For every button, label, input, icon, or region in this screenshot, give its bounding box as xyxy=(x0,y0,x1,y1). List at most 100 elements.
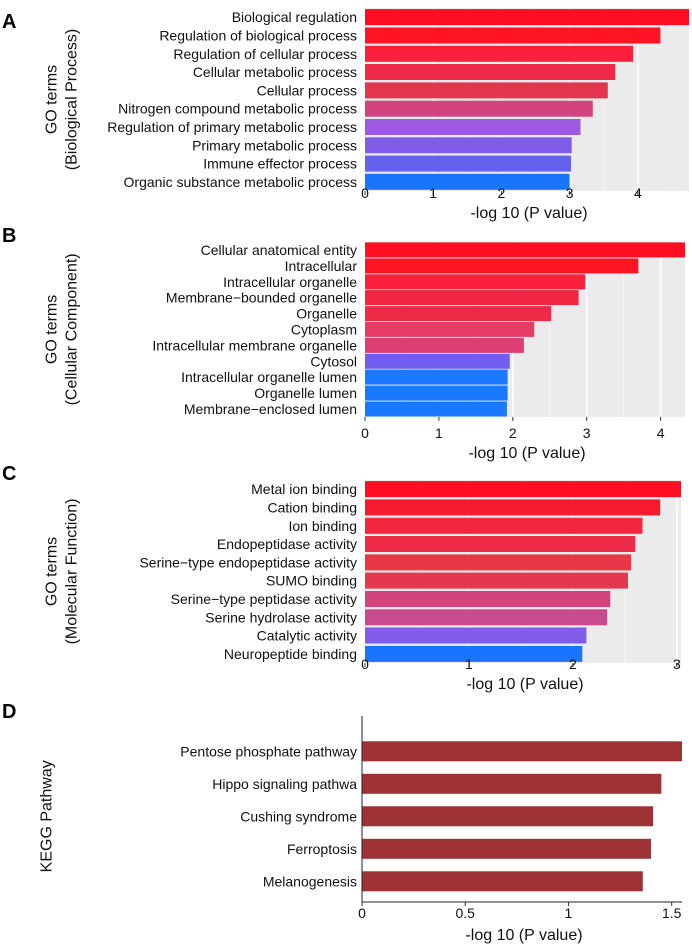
bar xyxy=(362,773,662,794)
panel-label-c: C xyxy=(2,463,16,485)
x-tick-label: 2 xyxy=(498,185,506,201)
bar xyxy=(365,645,583,662)
bar xyxy=(365,45,634,62)
x-tick-label: 2 xyxy=(569,656,577,672)
y-axis-title-line: (Biological Process) xyxy=(63,29,80,170)
bar xyxy=(365,369,508,385)
category-label: Membrane−enclosed lumen xyxy=(184,401,357,417)
bar xyxy=(365,536,636,552)
bar xyxy=(365,337,524,353)
category-label: Intracellular organelle lumen xyxy=(181,369,357,385)
chart-panel-b: Cellular anatomical entity Intracellular … xyxy=(43,242,685,462)
category-label: Membrane−bounded organelle xyxy=(166,290,357,306)
category-label: Nitrogen compound metabolic process xyxy=(118,101,357,117)
x-tick-label: 0 xyxy=(358,905,366,921)
category-label: Melanogenesis xyxy=(263,873,357,889)
x-axis-title: -log 10 (P value) xyxy=(470,205,587,222)
category-label: Neuropeptide binding xyxy=(224,646,357,662)
category-label: Ion binding xyxy=(288,518,357,534)
bar xyxy=(362,838,651,859)
category-label: Immune effector process xyxy=(203,156,357,172)
bar xyxy=(365,306,552,322)
category-label: Cellular process xyxy=(257,82,357,98)
bar xyxy=(365,242,685,258)
x-tick-label: 1.5 xyxy=(662,905,682,921)
category-label: Intracellular membrane organelle xyxy=(152,337,357,353)
bar xyxy=(365,572,628,589)
bar xyxy=(365,481,681,498)
bar xyxy=(365,119,581,135)
panel-label-a: A xyxy=(2,11,16,33)
x-tick-label: 1 xyxy=(565,905,573,921)
x-tick-label: 4 xyxy=(634,185,642,201)
panel-label-b: B xyxy=(2,225,16,247)
bar xyxy=(365,100,593,117)
bar xyxy=(365,290,579,306)
y-axis-title: KEGG Pathway xyxy=(39,760,56,872)
x-tick-label: 1 xyxy=(435,425,443,441)
bar xyxy=(365,27,661,44)
chart-panel-c: Metal ion binding Cation binding Ion bind… xyxy=(43,480,681,693)
category-label: Cytoplasm xyxy=(291,321,357,337)
chart-panel-d: Pentose phosphate pathway Hippo signaling… xyxy=(39,716,682,944)
x-tick-label: 2 xyxy=(509,425,517,441)
bar xyxy=(365,554,632,571)
bar xyxy=(365,258,639,274)
bar xyxy=(365,64,616,80)
y-axis-title-line: (Cellular Component) xyxy=(63,253,80,405)
category-label: Cytosol xyxy=(310,353,357,369)
bar xyxy=(365,627,587,644)
y-axis-title-line: GO terms xyxy=(43,537,60,606)
y-axis-title: GO terms (Cellular Component) xyxy=(43,253,80,405)
category-label: Cellular anatomical entity xyxy=(201,242,357,258)
bar xyxy=(365,82,608,99)
category-label: Catalytic activity xyxy=(257,628,357,644)
bar xyxy=(362,741,682,762)
category-label: Biological regulation xyxy=(232,9,357,25)
y-axis-title: GO terms (Molecular Function) xyxy=(43,499,80,645)
bar xyxy=(365,9,689,26)
bar xyxy=(362,871,643,892)
bar xyxy=(365,137,572,154)
x-tick-label: 1 xyxy=(465,656,473,672)
y-axis-title-line: (Molecular Function) xyxy=(63,499,80,645)
category-label: Cation binding xyxy=(267,500,357,516)
category-label: Regulation of biological process xyxy=(159,28,357,44)
panel-label-d: D xyxy=(2,701,16,723)
x-tick-label: 4 xyxy=(657,425,665,441)
bar xyxy=(365,321,535,337)
bar xyxy=(365,609,608,626)
category-label: Ferroptosis xyxy=(287,841,357,857)
category-label: Endopeptidase activity xyxy=(217,536,357,552)
category-label: Organic substance metabolic process xyxy=(124,174,357,190)
y-axis-title: GO terms (Biological Process) xyxy=(43,29,80,170)
x-axis-title: -log 10 (P value) xyxy=(465,927,582,944)
category-label: Organelle xyxy=(296,306,357,322)
y-axis-title-line: GO terms xyxy=(43,65,60,134)
x-tick-label: 0 xyxy=(361,185,369,201)
category-label: Metal ion binding xyxy=(251,481,357,497)
bar xyxy=(365,401,507,417)
category-label: SUMO binding xyxy=(266,573,357,589)
category-label: Serine−type endopeptidase activity xyxy=(139,554,357,570)
x-axis-title: -log 10 (P value) xyxy=(466,676,583,693)
bar xyxy=(365,353,510,369)
x-tick-label: 3 xyxy=(673,656,681,672)
x-tick-label: 0.5 xyxy=(455,905,475,921)
x-tick-label: 3 xyxy=(566,185,574,201)
bar xyxy=(365,155,571,172)
category-label: Intracellular organelle xyxy=(223,274,357,290)
category-label: Organelle lumen xyxy=(254,385,357,401)
category-label: Regulation of cellular process xyxy=(173,46,357,62)
y-axis-title-line: KEGG Pathway xyxy=(39,760,56,872)
bar xyxy=(362,806,654,827)
category-label: Primary metabolic process xyxy=(192,137,357,153)
x-tick-label: 0 xyxy=(361,425,369,441)
bar xyxy=(365,274,586,290)
chart-panel-a: Biological regulation Regulation of biolo… xyxy=(43,8,689,222)
category-label: Regulation of primary metabolic process xyxy=(107,119,357,135)
bar xyxy=(365,173,570,190)
bar xyxy=(365,385,508,401)
x-axis-title: -log 10 (P value) xyxy=(468,445,585,462)
y-axis-title-line: GO terms xyxy=(43,295,60,364)
